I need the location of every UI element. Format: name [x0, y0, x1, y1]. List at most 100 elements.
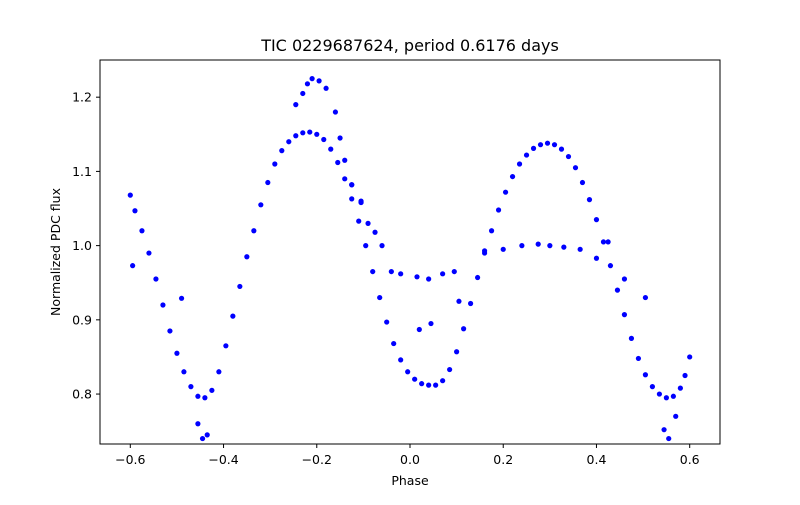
data-point — [258, 202, 264, 208]
data-point — [216, 369, 222, 375]
data-point — [481, 248, 488, 254]
data-point — [628, 335, 635, 341]
data-point — [293, 102, 299, 108]
data-point — [519, 243, 525, 249]
data-point — [488, 228, 495, 234]
data-point — [419, 381, 425, 387]
data-point — [132, 208, 138, 214]
data-point — [454, 349, 460, 355]
data-point — [687, 354, 693, 360]
data-point — [372, 229, 378, 235]
data-point — [656, 391, 662, 397]
data-point — [405, 369, 411, 375]
x-tick-label: −0.2 — [302, 452, 332, 467]
data-point — [349, 182, 355, 188]
data-point — [428, 320, 434, 327]
data-point — [516, 161, 523, 167]
data-point — [398, 271, 404, 277]
data-point — [579, 179, 586, 186]
data-point — [537, 142, 544, 148]
data-point — [160, 302, 166, 308]
data-point — [577, 246, 583, 252]
data-point — [174, 350, 180, 356]
data-point — [447, 366, 453, 373]
data-point — [502, 189, 509, 195]
data-point — [530, 145, 537, 151]
data-point — [561, 244, 567, 250]
data-point — [384, 319, 390, 325]
data-point — [426, 276, 432, 282]
data-point — [181, 369, 187, 375]
data-point — [328, 146, 334, 152]
data-point — [167, 328, 173, 334]
data-point — [416, 326, 422, 333]
data-point — [412, 376, 418, 382]
data-point — [593, 255, 600, 261]
data-point — [621, 276, 628, 282]
x-axis-label: Phase — [391, 473, 429, 488]
data-point — [379, 243, 385, 249]
data-point — [139, 228, 145, 234]
data-point — [195, 393, 201, 399]
data-point — [342, 176, 348, 182]
data-point — [223, 343, 229, 349]
data-point — [391, 340, 397, 347]
data-point — [523, 152, 530, 158]
data-point — [547, 243, 553, 249]
data-point — [230, 313, 236, 319]
data-point — [377, 294, 383, 301]
data-point — [309, 76, 315, 82]
data-point — [199, 435, 206, 442]
data-point — [178, 295, 185, 301]
data-point — [544, 140, 551, 146]
data-point — [300, 90, 306, 97]
data-point — [335, 159, 341, 166]
data-point — [365, 220, 371, 226]
data-point — [474, 274, 481, 281]
x-tick-label: −0.4 — [208, 452, 238, 467]
data-point — [614, 287, 621, 293]
data-point — [495, 207, 502, 213]
data-point — [558, 146, 565, 152]
chart-title: TIC 0229687624, period 0.6176 days — [260, 36, 559, 55]
data-point — [188, 384, 194, 390]
x-tick-label: 0.6 — [680, 452, 700, 467]
data-point — [279, 148, 285, 154]
data-point — [440, 378, 446, 384]
data-point — [363, 243, 369, 249]
data-point — [300, 130, 306, 136]
data-point — [509, 173, 516, 180]
data-point — [323, 85, 329, 91]
data-point — [202, 395, 208, 401]
data-point — [321, 136, 327, 143]
data-point — [500, 246, 506, 252]
data-point — [586, 197, 593, 203]
y-tick-label: 1.1 — [72, 164, 92, 179]
data-point — [433, 382, 439, 388]
data-point — [237, 283, 243, 290]
data-point — [682, 372, 688, 379]
y-tick-label: 1.2 — [72, 90, 92, 105]
data-point — [551, 142, 558, 148]
data-point — [456, 298, 462, 304]
data-point — [426, 382, 432, 388]
data-point — [565, 153, 572, 160]
x-tick-label: 0.0 — [400, 452, 420, 467]
x-tick-label: 0.2 — [493, 452, 513, 467]
data-point — [468, 300, 474, 307]
x-axis-ticks: −0.6 −0.4 −0.2 0.0 0.2 0.4 0.6 — [115, 444, 700, 467]
data-point — [286, 139, 292, 145]
data-point — [349, 196, 355, 202]
data-point — [670, 393, 676, 399]
data-point — [593, 217, 600, 223]
data-point — [342, 157, 348, 163]
data-point — [649, 384, 656, 390]
data-point — [451, 268, 457, 275]
data-point — [642, 372, 649, 378]
data-point — [130, 263, 136, 269]
data-point — [635, 355, 642, 362]
data-point — [304, 81, 311, 87]
